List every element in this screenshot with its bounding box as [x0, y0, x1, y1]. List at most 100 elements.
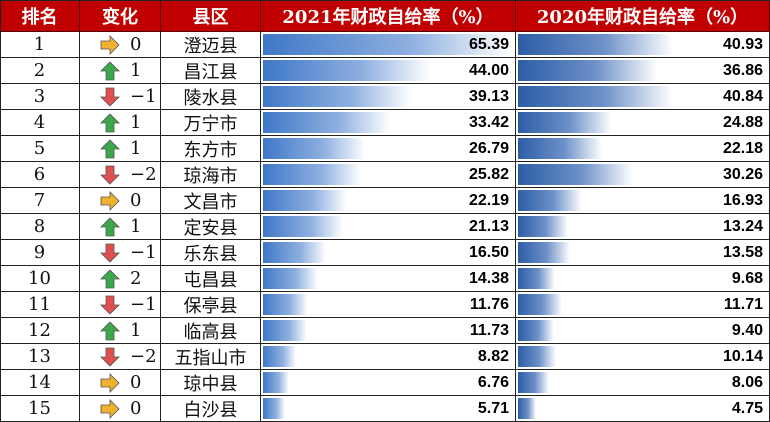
bar-2020-cell: 10.14	[516, 344, 770, 370]
bar-2021	[263, 294, 308, 315]
value-2020: 36.86	[722, 61, 763, 79]
value-2020: 24.88	[722, 113, 763, 131]
table-row: 11 −1 保亭县 11.76 11.71	[0, 292, 770, 318]
bar-2020	[518, 112, 613, 133]
county-cell: 万宁市	[161, 110, 261, 136]
table-row: 2 1 昌江县 44.00 36.86	[0, 58, 770, 84]
rank-cell: 10	[0, 266, 80, 292]
bar-2021	[263, 372, 289, 393]
up-arrow-icon	[100, 60, 120, 81]
change-value: −1	[130, 242, 157, 263]
bar-2020-cell: 40.84	[516, 84, 770, 110]
change-value: 0	[130, 398, 142, 419]
bar-2021	[263, 138, 365, 159]
table-row: 7 0 文昌市 22.19 16.93	[0, 188, 770, 214]
value-2021: 6.76	[477, 373, 509, 391]
bar-2020	[518, 190, 583, 211]
change-value: −2	[130, 164, 157, 185]
value-2020: 40.84	[722, 87, 763, 105]
county-cell: 昌江县	[161, 58, 261, 84]
value-2021: 65.39	[468, 35, 509, 53]
bar-2020-cell: 16.93	[516, 188, 770, 214]
table-row: 13 −2 五指山市 8.82 10.14	[0, 344, 770, 370]
bar-2021	[263, 320, 308, 341]
bar-2021-cell: 39.13	[261, 84, 516, 110]
value-2020: 9.68	[731, 269, 763, 287]
change-value: 1	[130, 216, 142, 237]
county-cell: 澄迈县	[161, 32, 261, 58]
bar-2020-cell: 30.26	[516, 162, 770, 188]
change-value: 1	[130, 60, 142, 81]
down-arrow-icon	[100, 243, 120, 263]
county-cell: 定安县	[161, 214, 261, 240]
county-cell: 屯昌县	[161, 266, 261, 292]
bar-2020	[518, 398, 536, 419]
header-county: 县区	[161, 0, 261, 32]
rank-cell: 4	[0, 110, 80, 136]
value-2021: 5.71	[477, 399, 509, 417]
header-rate-2020: 2020年财政自给率（%）	[516, 0, 770, 32]
bar-2020-cell: 24.88	[516, 110, 770, 136]
bar-2021	[263, 242, 326, 263]
rank-cell: 14	[0, 370, 80, 396]
rank-cell: 15	[0, 396, 80, 422]
change-value: −1	[130, 294, 157, 315]
bar-2021-cell: 11.73	[261, 318, 516, 344]
rank-cell: 11	[0, 292, 80, 318]
bar-2021-cell: 14.38	[261, 266, 516, 292]
change-cell: 0	[80, 32, 161, 58]
value-2020: 13.24	[722, 217, 763, 235]
bar-2021-cell: 22.19	[261, 188, 516, 214]
value-2020: 4.75	[731, 399, 763, 417]
bar-2021-cell: 33.42	[261, 110, 516, 136]
bar-2021-cell: 11.76	[261, 292, 516, 318]
up-arrow-icon	[100, 268, 120, 289]
bar-2020	[518, 34, 674, 55]
change-value: −2	[130, 346, 157, 367]
change-cell: −2	[80, 344, 161, 370]
value-2021: 11.76	[469, 295, 509, 313]
rank-cell: 9	[0, 240, 80, 266]
bar-2020	[518, 164, 633, 185]
value-2021: 33.42	[468, 113, 509, 131]
change-cell: 0	[80, 396, 161, 422]
table-row: 1 0 澄迈县 65.39 40.93	[0, 32, 770, 58]
bar-2021	[263, 268, 318, 289]
change-cell: −1	[80, 84, 161, 110]
value-2021: 25.82	[468, 165, 509, 183]
bar-2020-cell: 13.58	[516, 240, 770, 266]
table-row: 8 1 定安县 21.13 13.24	[0, 214, 770, 240]
rank-cell: 8	[0, 214, 80, 240]
table-row: 14 0 琼中县 6.76 8.06	[0, 370, 770, 396]
table-row: 3 −1 陵水县 39.13 40.84	[0, 84, 770, 110]
header-rank: 排名	[0, 0, 80, 32]
table-row: 6 −2 琼海市 25.82 30.26	[0, 162, 770, 188]
bar-2020-cell: 4.75	[516, 396, 770, 422]
value-2020: 9.40	[731, 321, 763, 339]
value-2021: 16.50	[468, 243, 509, 261]
bar-2020-cell: 13.24	[516, 214, 770, 240]
bar-2021	[263, 398, 285, 419]
change-value: 2	[130, 268, 142, 289]
rank-cell: 13	[0, 344, 80, 370]
bar-2020	[518, 268, 555, 289]
bar-2021-cell: 5.71	[261, 396, 516, 422]
bar-2020-cell: 36.86	[516, 58, 770, 84]
rank-cell: 1	[0, 32, 80, 58]
value-2020: 22.18	[722, 139, 763, 157]
change-cell: 1	[80, 318, 161, 344]
up-arrow-icon	[100, 138, 120, 159]
value-2021: 8.82	[477, 347, 509, 365]
bar-2021-cell: 6.76	[261, 370, 516, 396]
rank-cell: 3	[0, 84, 80, 110]
value-2021: 44.00	[468, 61, 509, 79]
bar-2020-cell: 8.06	[516, 370, 770, 396]
rank-cell: 12	[0, 318, 80, 344]
bar-2020-cell: 22.18	[516, 136, 770, 162]
right-arrow-icon	[100, 34, 120, 55]
value-2020: 13.58	[722, 243, 763, 261]
bar-2020-cell: 11.71	[516, 292, 770, 318]
value-2021: 11.73	[469, 321, 509, 339]
header-change: 变化	[80, 0, 161, 32]
